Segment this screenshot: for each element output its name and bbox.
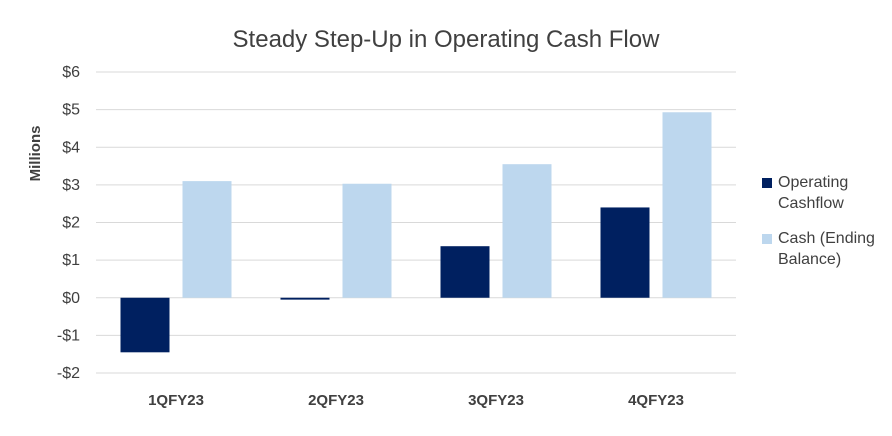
y-tick-label: $6 (62, 64, 80, 81)
bar-3qfy23-cash-ending-balance (502, 164, 552, 298)
x-tick-label: 1QFY23 (148, 392, 204, 409)
legend-label-cash-ending-balance: Cash (Ending Balance) (778, 230, 875, 268)
bar-1qfy23-cash-ending-balance (182, 181, 232, 298)
y-axis-label: Millions (27, 126, 44, 182)
legend-item-operating-cashflow: Operating Cashflow (762, 172, 887, 214)
legend-swatch-cash-ending-balance (762, 234, 772, 244)
bar-3qfy23-operating-cashflow (440, 246, 490, 298)
legend-item-cash-ending-balance: Cash (Ending Balance) (762, 228, 887, 270)
y-tick-label: -$2 (57, 365, 80, 382)
legend-label-operating-cashflow: Operating Cashflow (778, 174, 849, 212)
y-tick-label: $1 (62, 252, 80, 269)
bar-2qfy23-cash-ending-balance (342, 183, 392, 298)
legend: Operating Cashflow Cash (Ending Balance) (762, 172, 887, 284)
x-tick-label: 2QFY23 (308, 392, 364, 409)
legend-swatch-operating-cashflow (762, 178, 772, 188)
x-tick-label: 4QFY23 (628, 392, 684, 409)
y-tick-label: $2 (62, 215, 80, 232)
y-tick-label: $3 (62, 177, 80, 194)
y-tick-label: $4 (62, 139, 80, 156)
chart-title: Steady Step-Up in Operating Cash Flow (232, 26, 660, 53)
bar-4qfy23-cash-ending-balance (662, 112, 712, 298)
bar-4qfy23-operating-cashflow (600, 207, 650, 298)
x-tick-label: 3QFY23 (468, 392, 524, 409)
bar-2qfy23-operating-cashflow (280, 297, 330, 300)
bar-1qfy23-operating-cashflow (120, 297, 170, 353)
y-tick-label: $5 (62, 102, 80, 119)
y-tick-label: $0 (62, 290, 80, 307)
y-tick-label: -$1 (57, 327, 80, 344)
